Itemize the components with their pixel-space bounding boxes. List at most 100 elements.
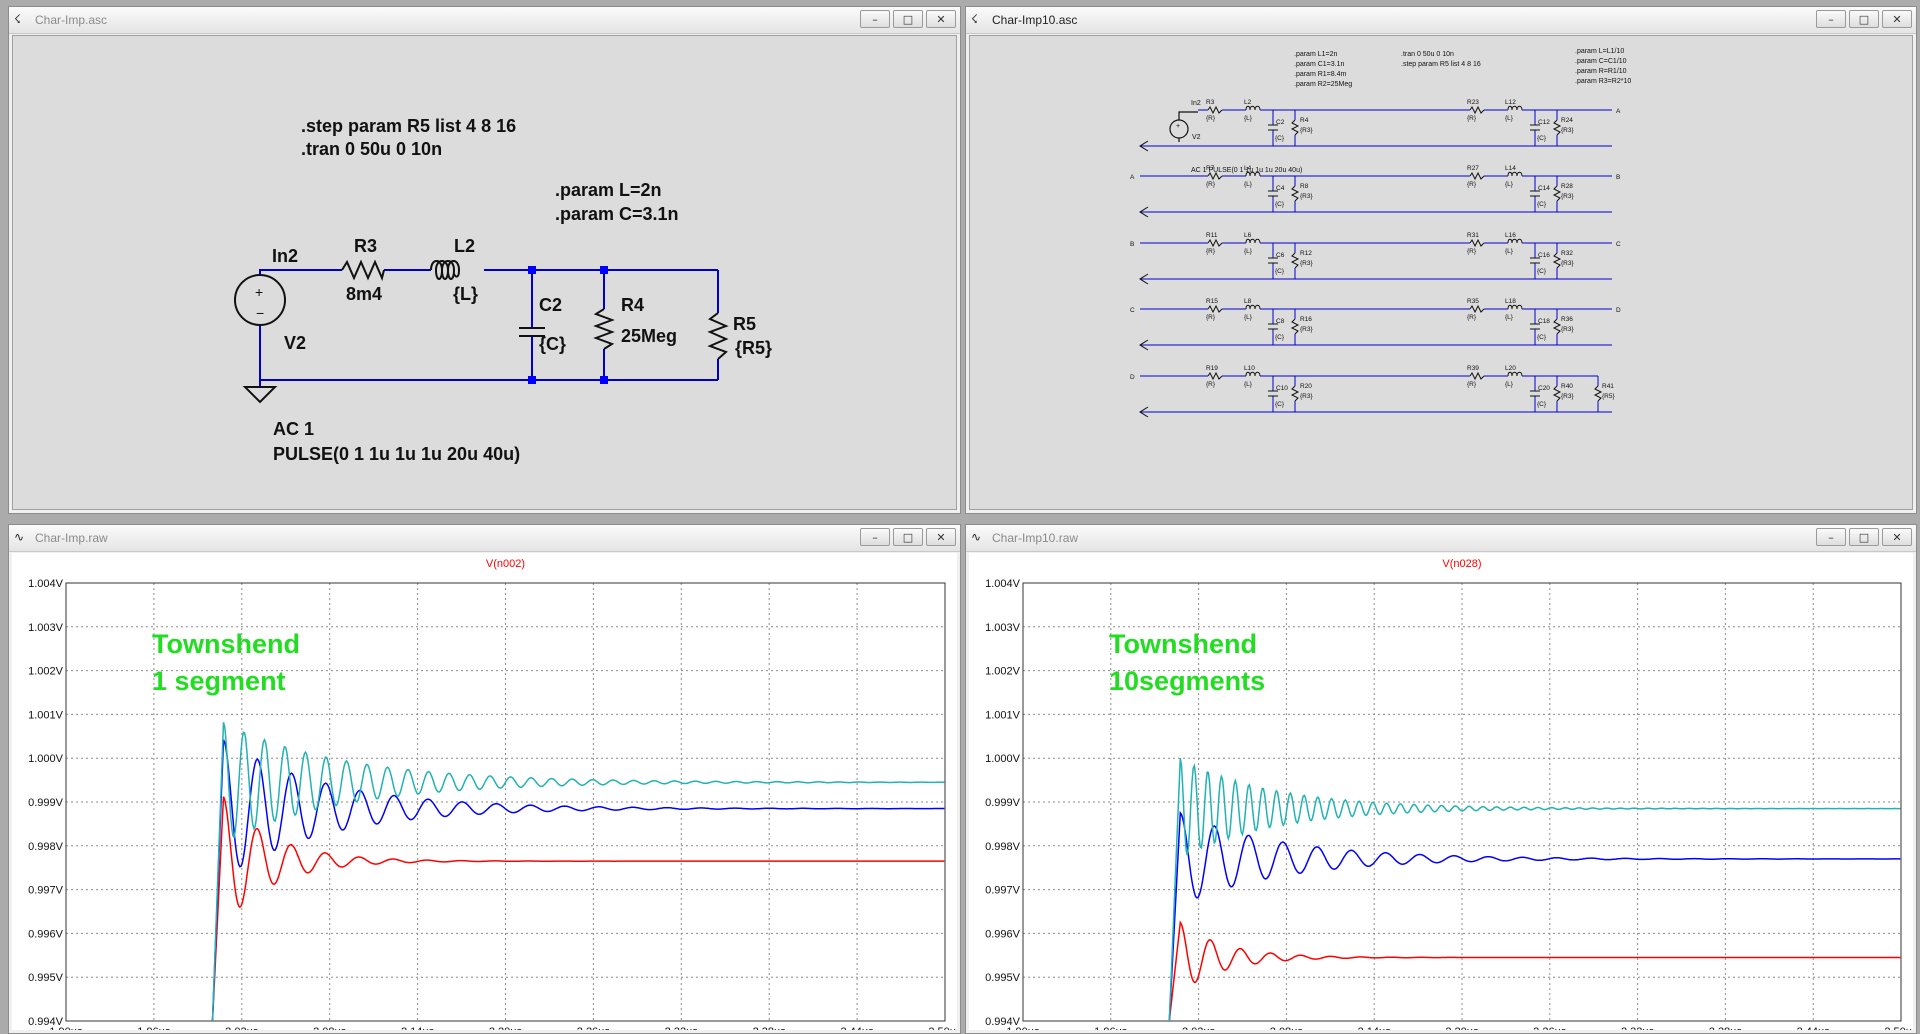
y-tick-label: 1.001V [28,709,64,721]
trace-title[interactable]: V(n028) [1442,558,1481,570]
close-button[interactable]: ✕ [1882,528,1912,546]
shunt-cap-name: C10 [1276,385,1288,392]
y-tick-label: 1.004V [985,578,1021,590]
r5-resistor [707,312,729,360]
param-c-directive: .param C=3.1n [555,204,679,224]
schematic-window-10[interactable]: ☇ Char-Imp10.asc – □ ✕ .param L1=2n .par… [965,6,1917,514]
shunt-cap-value: {C} [1275,334,1285,341]
trace-line[interactable] [211,796,945,1022]
title-bar[interactable]: ∿ Char-Imp.raw – □ ✕ [9,525,960,552]
x-tick-label: 2.20µs [1445,1026,1479,1030]
series-inductor-value: {L} [1244,248,1253,255]
schematic-window-1[interactable]: ☇ Char-Imp.asc – □ ✕ .step param R5 list… [8,6,961,514]
trace-line[interactable] [1168,920,1901,1022]
series-inductor-value: {L} [1244,381,1253,388]
minimize-button[interactable]: – [860,528,890,546]
maximize-button[interactable]: □ [893,10,923,28]
x-tick-label: 1.90µs [1006,1026,1040,1030]
param-r2: .param R2=25Meg [1294,81,1352,88]
shunt-resistor-value: {R3} [1300,127,1313,134]
y-tick-label: 0.994V [28,1016,64,1028]
schematic-canvas[interactable]: .param L1=2n .param C1=3.1n .param R1=8.… [969,35,1913,510]
y-tick-label: 1.003V [985,622,1021,634]
title-bar[interactable]: ☇ Char-Imp10.asc – □ ✕ [966,7,1916,34]
y-tick-label: 0.998V [28,841,64,853]
series-resistor-value: {R} [1206,248,1216,255]
trace-line[interactable] [1168,810,1901,1022]
series-resistor-value: {R} [1467,248,1477,255]
series-inductor-name: L20 [1505,365,1516,372]
waveform-window-10[interactable]: ∿ Char-Imp10.raw – □ ✕ V(n028) 1.90µs 1.96… [965,524,1917,1034]
shunt-resistor-name: R4 [1300,117,1309,124]
close-button[interactable]: ✕ [926,528,956,546]
minimize-button[interactable]: – [860,10,890,28]
series-inductor-name: L6 [1244,232,1252,239]
tran-directive: .tran 0 50u 0 10n [301,139,442,159]
plot-frame [65,582,946,1022]
trace-line[interactable] [211,722,945,1022]
x-tick-label: 1.96µs [1094,1026,1128,1030]
maximize-button[interactable]: □ [1849,528,1879,546]
r4-value: 25Meg [621,326,677,346]
port-label-in: B [1130,241,1134,248]
maximize-button[interactable]: □ [893,528,923,546]
shunt-cap-value: {C} [1537,268,1547,275]
maximize-button[interactable]: □ [1849,10,1879,28]
shunt-cap-name: C18 [1538,318,1550,325]
minimize-button[interactable]: – [1816,528,1846,546]
shunt-resistor-name: R16 [1300,316,1312,323]
plot-pane[interactable]: V(n028) 1.90µs 1.96µs 2.02µs 2.08µs 2.14µs 2.2… [969,553,1913,1030]
y-tick-label: 1.003V [28,622,64,634]
y-tick-label: 0.996V [28,928,64,940]
circuit-components [234,259,729,360]
title-bar[interactable]: ∿ Char-Imp10.raw – □ ✕ [966,525,1916,552]
shunt-cap-name: C20 [1538,385,1550,392]
plot-pane[interactable]: V(n002) 1.90µs 1.96µs 2.02µs 2.08µs 2.14µs 2.2… [12,553,957,1030]
y-tick-label: 0.994V [985,1016,1021,1028]
series-resistor-name: R35 [1467,298,1479,305]
series-inductor-value: {L} [1244,314,1253,321]
x-tick-label: 2.20µs [489,1026,523,1030]
ground-symbol [242,386,278,404]
close-button[interactable]: ✕ [926,10,956,28]
y-tick-label: 1.002V [28,666,64,678]
shunt-resistor-value: {R3} [1561,393,1574,400]
shunt-cap-value: {C} [1275,268,1285,275]
param-r1: .param R1=8.4m [1294,71,1346,78]
v2-plus-sign: + [255,284,263,300]
ltspice-schematic-icon: ☇ [971,12,978,26]
y-tick-label: 1.004V [28,578,64,590]
trace-title[interactable]: V(n002) [486,558,525,570]
series-inductor-value: {L} [1505,248,1514,255]
segment-row: C D R15 {R} L8 {L} C8 {C} R16 {R3} R35 {R} L18 {L} C18… [1130,298,1621,351]
shunt-cap-value: {C} [1275,201,1285,208]
series-inductor-value: {L} [1244,181,1253,188]
window-title: Char-Imp.raw [35,531,108,545]
schematic-canvas[interactable]: .step param R5 list 4 8 16 .tran 0 50u 0… [12,35,957,510]
y-tick-label: 0.995V [985,972,1021,984]
net-label-in2: In2 [1191,100,1201,107]
y-tick-label: 0.999V [985,797,1021,809]
y-tick-label: 0.995V [28,972,64,984]
r5-value: {R5} [735,338,772,358]
x-tick-label: 2.14µs [401,1026,435,1030]
r41-value: {R5} [1602,393,1615,400]
series-resistor-value: {R} [1206,314,1216,321]
trace-line[interactable] [211,739,945,1022]
y-tick-label: 0.999V [28,797,64,809]
series-inductor-name: L16 [1505,232,1516,239]
ac-pulse-label: AC 1 PULSE(0 1 1u 1u 1u 20u 40u) [1191,167,1302,174]
shunt-cap-name: C8 [1276,318,1285,325]
shunt-cap-name: C14 [1538,185,1550,192]
x-tick-label: 2.02µs [225,1026,259,1030]
shunt-resistor-name: R12 [1300,250,1312,257]
series-resistor-name: R11 [1206,232,1218,239]
waveform-window-1[interactable]: ∿ Char-Imp.raw – □ ✕ V(n002) 1.90µs 1.96µs… [8,524,961,1034]
minimize-button[interactable]: – [1816,10,1846,28]
x-tick-label: 2.50µs [928,1026,957,1030]
title-bar[interactable]: ☇ Char-Imp.asc – □ ✕ [9,7,960,34]
shunt-cap-value: {C} [1537,401,1547,408]
port-label-out: B [1616,174,1620,181]
trace-line[interactable] [1168,758,1901,1022]
close-button[interactable]: ✕ [1882,10,1912,28]
